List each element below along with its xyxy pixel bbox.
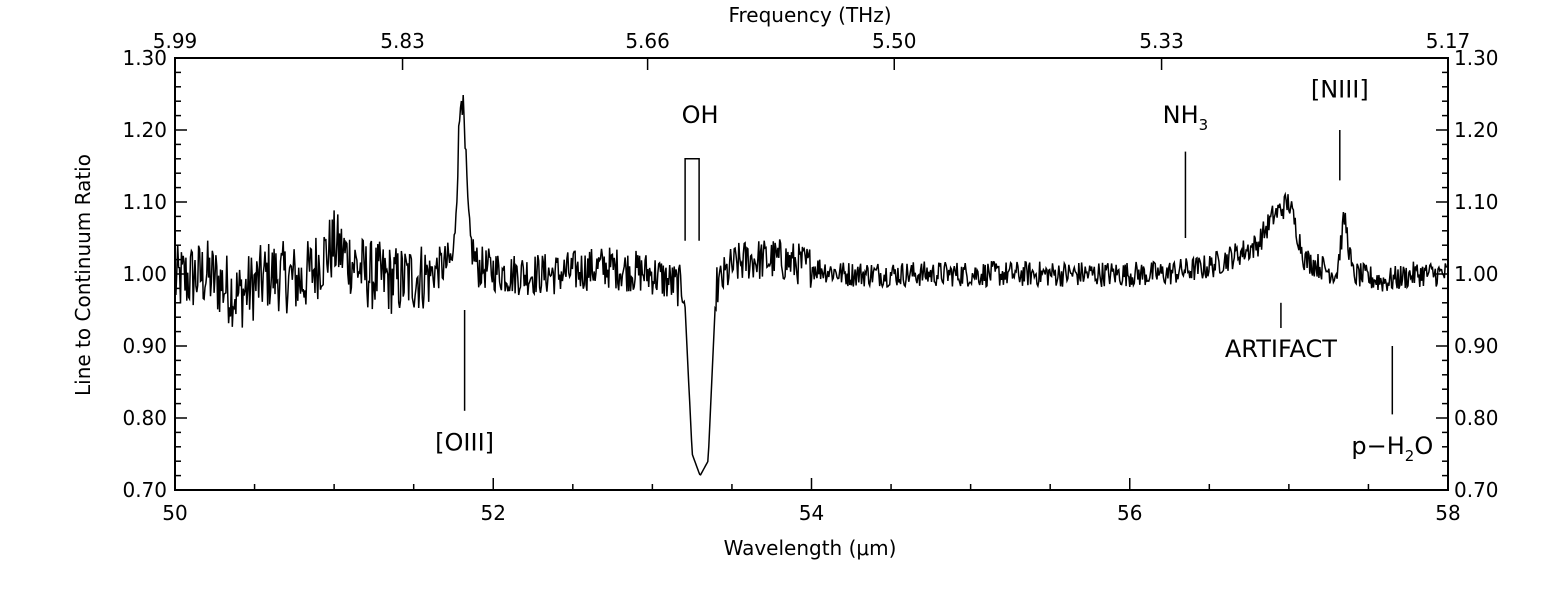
y-tick-label-left: 0.70 [122,478,167,502]
x-tick-label: 56 [1117,501,1142,525]
series [174,94,1449,476]
tick-marks [174,57,1449,491]
top-tick-label: 5.50 [872,29,917,53]
top-tick-label: 5.66 [625,29,670,53]
y-axis-label: Line to Continuum Ratio [71,154,95,396]
tick-labels: 50 52 54 56 580.70 0.700.80 0.800.90 0.901.00 1.… [122,29,1498,525]
y-tick-label-left: 1.00 [122,262,167,286]
y-tick-label-left: 0.90 [122,334,167,358]
x-tick-label: 52 [481,501,506,525]
x-tick-label: 54 [799,501,824,525]
top-tick-label: 5.83 [380,29,425,53]
y-tick-label-right: 1.00 [1454,262,1499,286]
top-tick-label: 5.17 [1426,29,1471,53]
annotation-label: [OIII] [435,428,494,456]
y-tick-label-right: 0.90 [1454,334,1499,358]
annotation-label: p−H2O [1351,432,1433,465]
annotations: [OIII] OH NH3 [NIII] ARTIFACT p−H2O [435,76,1433,465]
x-tick-label: 50 [162,501,187,525]
annotation-label: [NIII] [1311,76,1369,104]
y-tick-label-left: 0.80 [122,406,167,430]
x-tick-label: 58 [1435,501,1460,525]
y-tick-label-left: 1.30 [122,46,167,70]
y-tick-label-right: 0.80 [1454,406,1499,430]
y-tick-label-left: 1.20 [122,118,167,142]
annotation-label: NH3 [1163,101,1209,134]
y-tick-label-right: 1.30 [1454,46,1499,70]
y-tick-label-left: 1.10 [122,190,167,214]
spectrum-line [174,94,1449,476]
oh-bracket [684,158,700,241]
top-tick-label: 5.33 [1139,29,1184,53]
y-tick-label-right: 1.10 [1454,190,1499,214]
top-axis-label: Frequency (THz) [728,3,891,27]
y-tick-label-right: 0.70 [1454,478,1499,502]
x-axis-label: Wavelength (μm) [724,536,897,560]
annotation-label: OH [682,101,719,129]
y-tick-label-right: 1.20 [1454,118,1499,142]
top-tick-label: 5.99 [153,29,198,53]
annotation-label: ARTIFACT [1225,335,1337,363]
